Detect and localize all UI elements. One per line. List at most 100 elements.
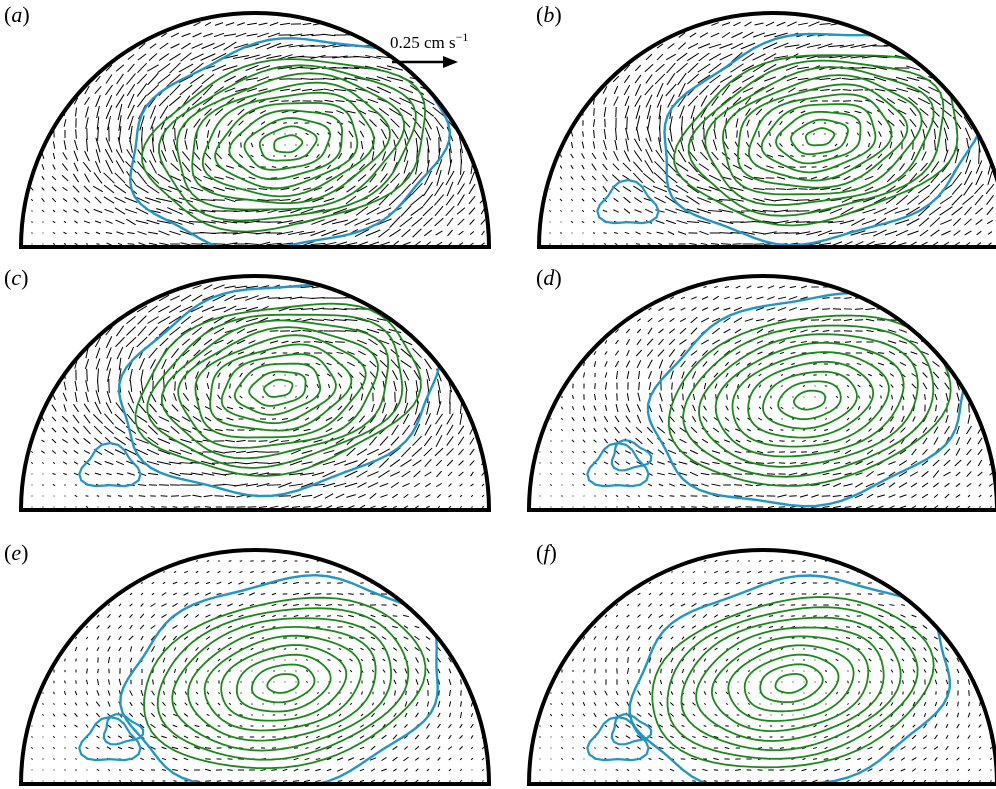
velocity-vector — [227, 636, 233, 640]
velocity-vector — [305, 384, 309, 388]
velocity-vector — [64, 736, 66, 738]
velocity-vector — [681, 668, 685, 674]
velocity-vector — [845, 143, 849, 147]
velocity-vector — [713, 372, 719, 378]
velocity-vector — [84, 85, 90, 95]
velocity-vector — [659, 370, 663, 380]
velocity-vector — [204, 416, 212, 422]
velocity-vector — [291, 330, 301, 332]
velocity-vector — [74, 735, 78, 739]
velocity-vector — [292, 581, 300, 585]
velocity-vector — [901, 713, 905, 717]
velocity-vector — [746, 592, 752, 596]
velocity-vector — [582, 691, 586, 695]
velocity-vector — [613, 209, 619, 213]
velocity-vector — [336, 757, 344, 761]
velocity-vector — [281, 418, 289, 420]
velocity-vector — [105, 326, 113, 336]
velocity-vector — [481, 746, 485, 750]
velocity-vector — [42, 714, 44, 716]
velocity-vector — [975, 170, 983, 186]
velocity-vector — [195, 371, 199, 379]
velocity-vector — [923, 713, 927, 717]
zero-contour — [78, 573, 439, 784]
velocity-vector — [437, 668, 441, 674]
velocity-vector — [897, 174, 907, 182]
velocity-vector — [785, 210, 799, 212]
velocity-vector — [878, 768, 884, 772]
velocity-vector — [854, 110, 862, 114]
velocity-vector — [868, 373, 872, 377]
velocity-vector — [337, 604, 343, 606]
velocity-vector — [648, 702, 652, 706]
velocity-vector — [899, 361, 907, 367]
velocity-vector — [755, 307, 765, 311]
velocity-vector — [206, 371, 210, 379]
velocity-vector — [299, 67, 315, 69]
velocity-vector — [830, 198, 842, 202]
velocity-vector — [246, 461, 258, 465]
velocity-vector — [732, 164, 742, 170]
velocity-vector — [813, 735, 817, 739]
velocity-vector — [404, 668, 408, 674]
velocity-vector — [813, 593, 817, 595]
velocity-vector — [686, 195, 700, 205]
velocity-vector — [325, 416, 333, 422]
velocity-vector — [481, 494, 485, 498]
velocity-vector — [593, 724, 597, 728]
velocity-vector — [41, 450, 45, 454]
velocity-vector — [84, 96, 90, 106]
velocity-vector — [790, 768, 796, 772]
velocity-vector — [691, 296, 697, 300]
velocity-vector — [178, 63, 194, 73]
velocity-vector — [572, 484, 574, 486]
velocity-vector — [140, 369, 144, 381]
velocity-vector — [249, 362, 255, 366]
velocity-vector — [96, 746, 100, 750]
velocity-vector — [83, 450, 91, 454]
velocity-vector — [657, 461, 665, 465]
velocity-vector — [182, 404, 190, 412]
velocity-vector — [52, 735, 56, 739]
velocity-vector — [207, 669, 209, 673]
velocity-vector — [414, 494, 420, 498]
velocity-vector — [84, 472, 90, 476]
velocity-vector — [813, 374, 817, 376]
velocity-vector — [846, 615, 850, 617]
velocity-vector — [64, 680, 66, 684]
velocity-vector — [888, 482, 896, 488]
velocity-vector — [758, 130, 760, 138]
velocity-vector — [779, 747, 785, 749]
velocity-vector — [846, 746, 850, 750]
velocity-vector — [437, 734, 441, 740]
velocity-vector — [410, 206, 424, 216]
velocity-vector — [85, 117, 89, 129]
velocity-vector — [74, 231, 78, 235]
velocity-vector — [889, 757, 895, 761]
velocity-vector — [147, 64, 159, 72]
velocity-vector — [929, 183, 941, 195]
velocity-vector — [181, 338, 191, 346]
velocity-vector — [635, 450, 643, 454]
velocity-vector — [456, 207, 466, 215]
velocity-vector — [172, 625, 178, 629]
velocity-vector — [843, 318, 853, 322]
velocity-vector — [868, 647, 872, 651]
velocity-vector — [832, 176, 840, 180]
velocity-vector — [225, 176, 235, 180]
velocity-vector — [356, 470, 368, 478]
velocity-vector — [624, 450, 632, 454]
velocity-vector — [469, 219, 475, 225]
velocity-vector — [956, 668, 960, 674]
velocity-vector — [912, 669, 916, 673]
velocity-vector — [392, 603, 398, 607]
velocity-vector — [894, 219, 910, 225]
velocity-vector — [692, 658, 696, 662]
velocity-vector — [237, 22, 245, 26]
velocity-vector — [246, 317, 258, 323]
velocity-vector — [213, 450, 225, 454]
velocity-vector — [899, 163, 905, 171]
velocity-vector — [868, 779, 872, 783]
velocity-vector — [762, 210, 778, 212]
velocity-vector — [52, 220, 56, 224]
